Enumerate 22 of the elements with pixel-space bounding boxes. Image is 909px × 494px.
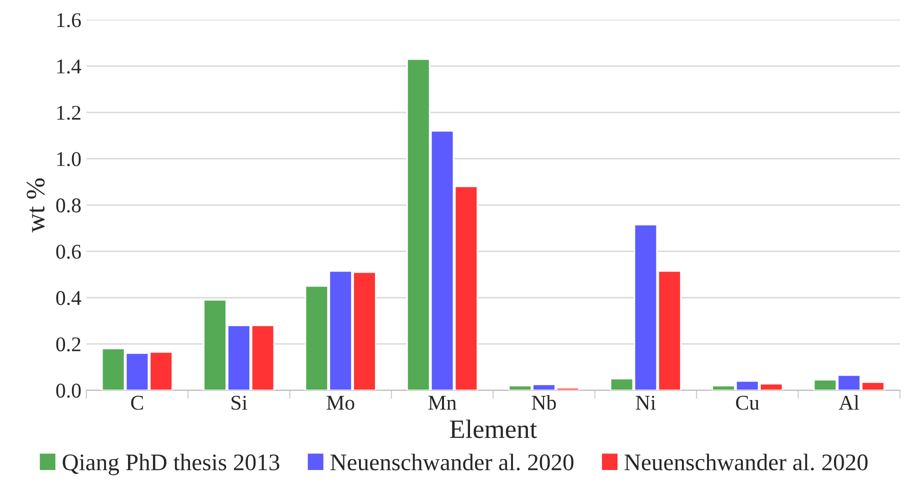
y-tick-label: 1.0 <box>57 152 81 166</box>
x-axis-title: Element <box>450 420 537 438</box>
x-tick-label: Al <box>838 395 860 410</box>
x-tick-label: Mn <box>428 396 456 410</box>
y-tick-label: 0.4 <box>56 291 82 306</box>
y-tick-label: 0.0 <box>56 384 81 398</box>
x-tick-label: C <box>131 396 143 410</box>
y-tick-label: 0.6 <box>56 244 81 259</box>
x-tick-label: Cu <box>736 396 760 410</box>
y-tick-label: 0.2 <box>56 337 80 352</box>
y-axis-title: wt % <box>26 178 45 232</box>
y-tick-label: 1.4 <box>57 60 82 74</box>
x-tick-label: Ni <box>636 396 656 410</box>
x-tick-label: Si <box>232 396 248 410</box>
y-tick-label: 1.6 <box>57 13 81 28</box>
x-tick-label: Mo <box>326 396 354 410</box>
y-tick-label: 0.8 <box>56 198 81 213</box>
x-tick-label: Nb <box>532 395 556 410</box>
y-tick-label: 1.2 <box>57 106 80 120</box>
legend-label: Qiang PhD thesis 2013 <box>62 454 280 476</box>
legend-label: Neuenschwander al. 2020 <box>330 454 574 470</box>
legend-label: Neuenschwander al. 2020 <box>624 454 868 470</box>
